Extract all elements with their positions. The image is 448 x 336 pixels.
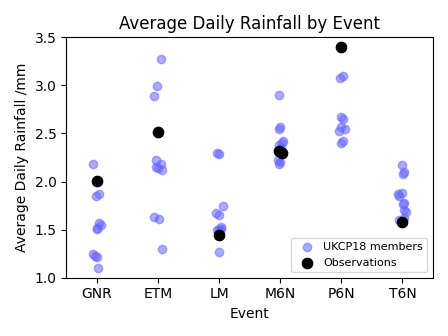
Point [278, 150, 285, 156]
Point [219, 203, 226, 208]
X-axis label: Event: Event [230, 307, 270, 321]
Legend: UKCP18 members, Observations: UKCP18 members, Observations [291, 238, 427, 272]
Point [157, 57, 164, 62]
Point [215, 249, 223, 254]
Point [155, 216, 163, 222]
Point [400, 169, 407, 175]
Point [338, 44, 345, 50]
UKCP18 members [90, 162, 97, 167]
Point [158, 167, 165, 173]
Point [401, 208, 408, 213]
Point [90, 251, 97, 256]
Point [95, 265, 102, 271]
Point [153, 158, 160, 163]
Point [215, 213, 223, 218]
Point [337, 140, 344, 146]
Point [95, 220, 102, 225]
Point [217, 226, 224, 232]
Point [341, 126, 349, 131]
Point [403, 210, 410, 215]
Point [213, 227, 220, 232]
Point [151, 93, 158, 99]
Point [213, 150, 220, 156]
Point [212, 211, 220, 216]
Point [337, 115, 345, 120]
Point [395, 217, 402, 223]
Point [280, 138, 287, 144]
Point [337, 124, 344, 129]
Point [96, 192, 103, 197]
Point [276, 160, 284, 165]
Point [398, 163, 405, 168]
Point [94, 225, 101, 230]
Point [276, 162, 283, 167]
Point [215, 227, 222, 232]
Point [395, 192, 402, 197]
Point [398, 191, 405, 196]
Point [340, 116, 347, 122]
Point [276, 92, 283, 98]
Point [91, 253, 99, 258]
Point [339, 73, 346, 79]
Point [275, 142, 282, 148]
Point [155, 129, 162, 134]
Point [399, 171, 406, 176]
Point [399, 219, 406, 225]
Point [401, 215, 408, 221]
Point [276, 126, 283, 131]
Point [215, 233, 223, 238]
Point [93, 226, 100, 232]
Point [158, 246, 165, 252]
Point [336, 75, 344, 80]
Point [277, 145, 284, 151]
Point [153, 84, 160, 89]
Point [158, 162, 165, 167]
Point [279, 140, 286, 146]
Point [93, 254, 100, 259]
Point [401, 200, 408, 205]
Title: Average Daily Rainfall by Event: Average Daily Rainfall by Event [119, 15, 380, 33]
Point [93, 193, 100, 199]
Point [218, 224, 225, 229]
Point [275, 158, 282, 163]
Point [216, 151, 223, 156]
Point [276, 124, 284, 129]
Point [335, 128, 342, 133]
Point [399, 201, 406, 206]
Point [340, 138, 347, 144]
Observations [93, 178, 100, 183]
Point [275, 148, 282, 154]
Point [97, 222, 104, 227]
Point [396, 193, 403, 199]
Point [151, 214, 158, 220]
Y-axis label: Average Daily Rainfall /mm: Average Daily Rainfall /mm [15, 63, 29, 252]
Point [152, 164, 159, 170]
Point [154, 165, 161, 171]
